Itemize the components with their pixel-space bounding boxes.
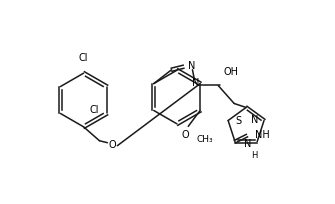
Text: CH₃: CH₃ <box>196 135 213 144</box>
Text: N: N <box>192 78 199 88</box>
Text: NH: NH <box>255 130 270 140</box>
Text: Cl: Cl <box>79 53 88 63</box>
Text: H: H <box>251 151 257 160</box>
Text: N: N <box>189 61 196 71</box>
Text: Cl: Cl <box>89 105 99 115</box>
Text: OH: OH <box>223 67 238 77</box>
Text: O: O <box>182 130 189 140</box>
Text: O: O <box>109 140 116 150</box>
Text: N: N <box>251 114 258 124</box>
Text: N: N <box>244 139 251 149</box>
Text: S: S <box>235 115 241 125</box>
